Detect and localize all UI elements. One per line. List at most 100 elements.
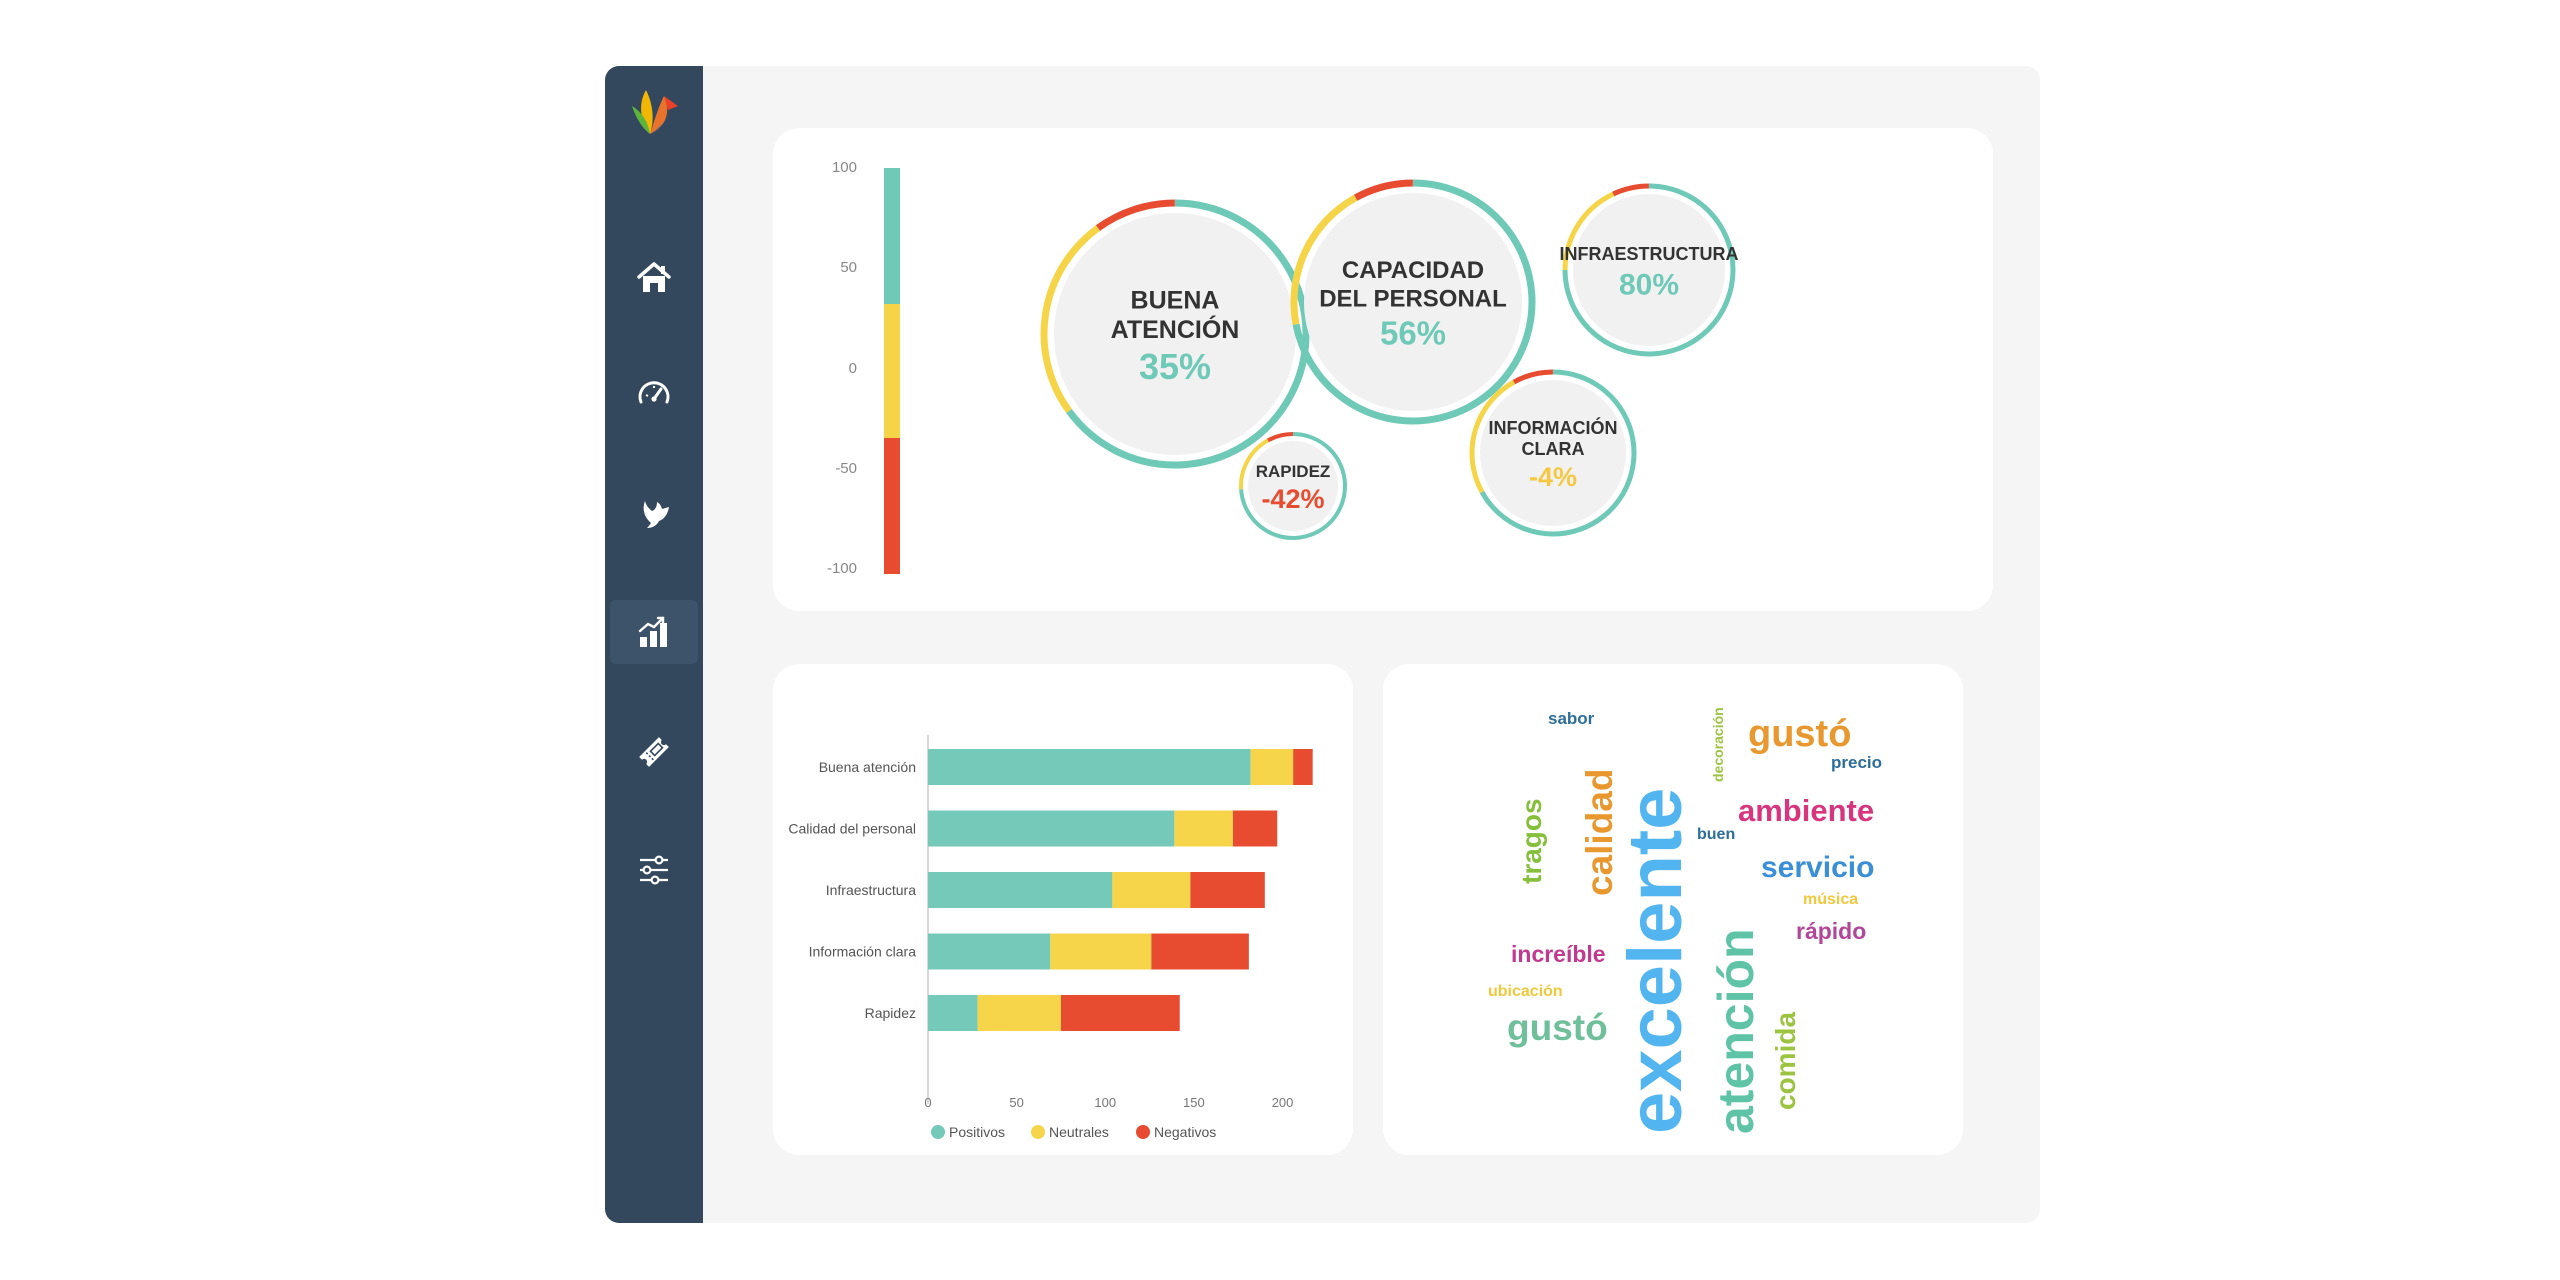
scale-tick-label: -100 [827, 560, 857, 577]
nav-tickets[interactable] [610, 720, 698, 784]
bubble-fill [1304, 193, 1522, 411]
bar-segment[interactable] [1050, 933, 1152, 970]
bubble-title: INFORMACIÓN [1489, 417, 1618, 438]
bar-segment[interactable] [928, 872, 1113, 908]
bubble-title: ATENCIÓN [1111, 314, 1240, 344]
bubble-title: DEL PERSONAL [1319, 286, 1507, 313]
bubble-value: 35% [1139, 346, 1211, 387]
word-ambiente: ambiente [1738, 793, 1874, 828]
bar-segment[interactable] [1151, 933, 1249, 970]
sentiment-bubble[interactable]: RAPIDEZ -42% [1239, 432, 1347, 540]
bubble-title: CLARA [1522, 439, 1585, 459]
bar-segment[interactable] [928, 933, 1051, 970]
bar-segment[interactable] [928, 810, 1175, 847]
bird-icon [643, 501, 669, 528]
bubble-value: -42% [1261, 484, 1324, 514]
bubble-value: 56% [1380, 314, 1446, 351]
bar-x-tick: 100 [1094, 1095, 1116, 1110]
bar-segment[interactable] [977, 995, 1061, 1031]
nav-social[interactable] [610, 482, 698, 546]
word-increible: increíble [1511, 941, 1606, 967]
word-calidad: calidad [1579, 769, 1620, 897]
bubble-fill [1573, 194, 1725, 346]
word-tragos: tragos [1516, 798, 1547, 884]
word-excelente: excelente [1613, 788, 1698, 1134]
nav-settings[interactable] [610, 838, 698, 902]
scale-neutral-band [884, 304, 900, 438]
bar-segment[interactable] [1174, 810, 1233, 847]
bubble-ring-positive [1066, 199, 1310, 469]
bubble-ring-neutral [1469, 379, 1516, 494]
bar-segment[interactable] [1293, 749, 1313, 785]
sentiment-bubbles-chart: 100 50 0 -50 -100 BUENAATENCIÓN35%CAPACI… [827, 159, 1739, 577]
bar-segment[interactable] [1060, 995, 1180, 1031]
legend-label: Positivos [949, 1124, 1005, 1140]
legend-swatch [1136, 1125, 1150, 1139]
word-cloud: excelente atención gustó ambiente servic… [1488, 707, 1882, 1134]
app-window: 100 50 0 -50 -100 BUENA ATENCIÓN 35% CAPACI… [605, 66, 2040, 1223]
bubble-ring-positive [1292, 179, 1536, 425]
bubble-fill [1248, 441, 1338, 531]
bar-x-tick: 200 [1272, 1095, 1294, 1110]
bar-category-label: Buena atención [819, 759, 916, 775]
sentiment-bubble[interactable]: INFRAESTRUCTURA 80% [1560, 183, 1739, 357]
word-comida: comida [1770, 1012, 1801, 1110]
word-precio: precio [1831, 753, 1882, 772]
bar-segment[interactable] [1190, 872, 1265, 908]
scale-tick-label: -50 [835, 460, 857, 477]
scale-negative-band [884, 438, 900, 574]
bubble-value: 80% [1619, 268, 1679, 301]
bar-category-label: Calidad del personal [788, 821, 916, 837]
word-sabor: sabor [1548, 709, 1595, 728]
bubble-ring-neutral [1239, 438, 1269, 490]
word-cloud-card: excelente atención gustó ambiente servic… [1383, 664, 1963, 1155]
bubble-title: BUENA [1131, 286, 1220, 314]
word-decoracion: decoración [1710, 707, 1726, 782]
bubble-value: -4% [1529, 462, 1577, 492]
nav-home[interactable] [610, 246, 698, 310]
bar-category-label: Infraestructura [826, 882, 916, 898]
word-servicio: servicio [1761, 851, 1874, 884]
ticket-icon [639, 737, 669, 767]
bubble-ring-negative [1095, 199, 1175, 231]
bubble-title: INFRAESTRUCTURA [1560, 244, 1739, 264]
scale-tick-label: 50 [840, 259, 857, 276]
word-ubicacion: ubicación [1488, 983, 1563, 1000]
bar-segment[interactable] [928, 995, 978, 1031]
sidebar [605, 66, 703, 1223]
stacked-bar-chart: Buena atención Calidad del personal Infrae… [788, 735, 1313, 1140]
word-buen: buen [1697, 826, 1735, 843]
bubble-ring-positive [1562, 183, 1736, 357]
scale-tick-label: 100 [832, 159, 857, 176]
bar-chart-icon [638, 616, 667, 647]
speedometer-icon [638, 381, 670, 404]
legend-label: Negativos [1154, 1124, 1216, 1140]
bubble-ring-neutral [1562, 191, 1615, 271]
brand-logo [632, 90, 678, 134]
legend-swatch [931, 1125, 945, 1139]
bubble-ring-neutral [1040, 225, 1101, 414]
bubble-ring-positive [1479, 369, 1637, 537]
word-atencion: atención [1708, 928, 1764, 1134]
nav-dashboard[interactable] [610, 362, 698, 426]
word-gusto-2: gustó [1507, 1007, 1608, 1048]
bubble-ring-negative [1612, 183, 1649, 197]
bar-category-label: Información clara [809, 944, 917, 960]
bubble-ring-positive [1239, 432, 1347, 540]
scale-tick-label: 0 [849, 360, 857, 377]
bar-segment[interactable] [1250, 749, 1294, 785]
stacked-bar-card: Buena atención Calidad del personal Infrae… [773, 664, 1353, 1155]
bar-segment[interactable] [928, 749, 1251, 785]
bar-x-tick: 50 [1009, 1095, 1023, 1110]
home-icon [637, 262, 671, 292]
nav-analytics[interactable] [610, 600, 698, 664]
bar-segment[interactable] [1112, 872, 1191, 908]
bar-segment[interactable] [1232, 810, 1278, 847]
bubble-title: RAPIDEZ [1256, 462, 1331, 481]
bubble-title: CAPACIDAD [1342, 257, 1484, 284]
bar-x-tick: 150 [1183, 1095, 1205, 1110]
